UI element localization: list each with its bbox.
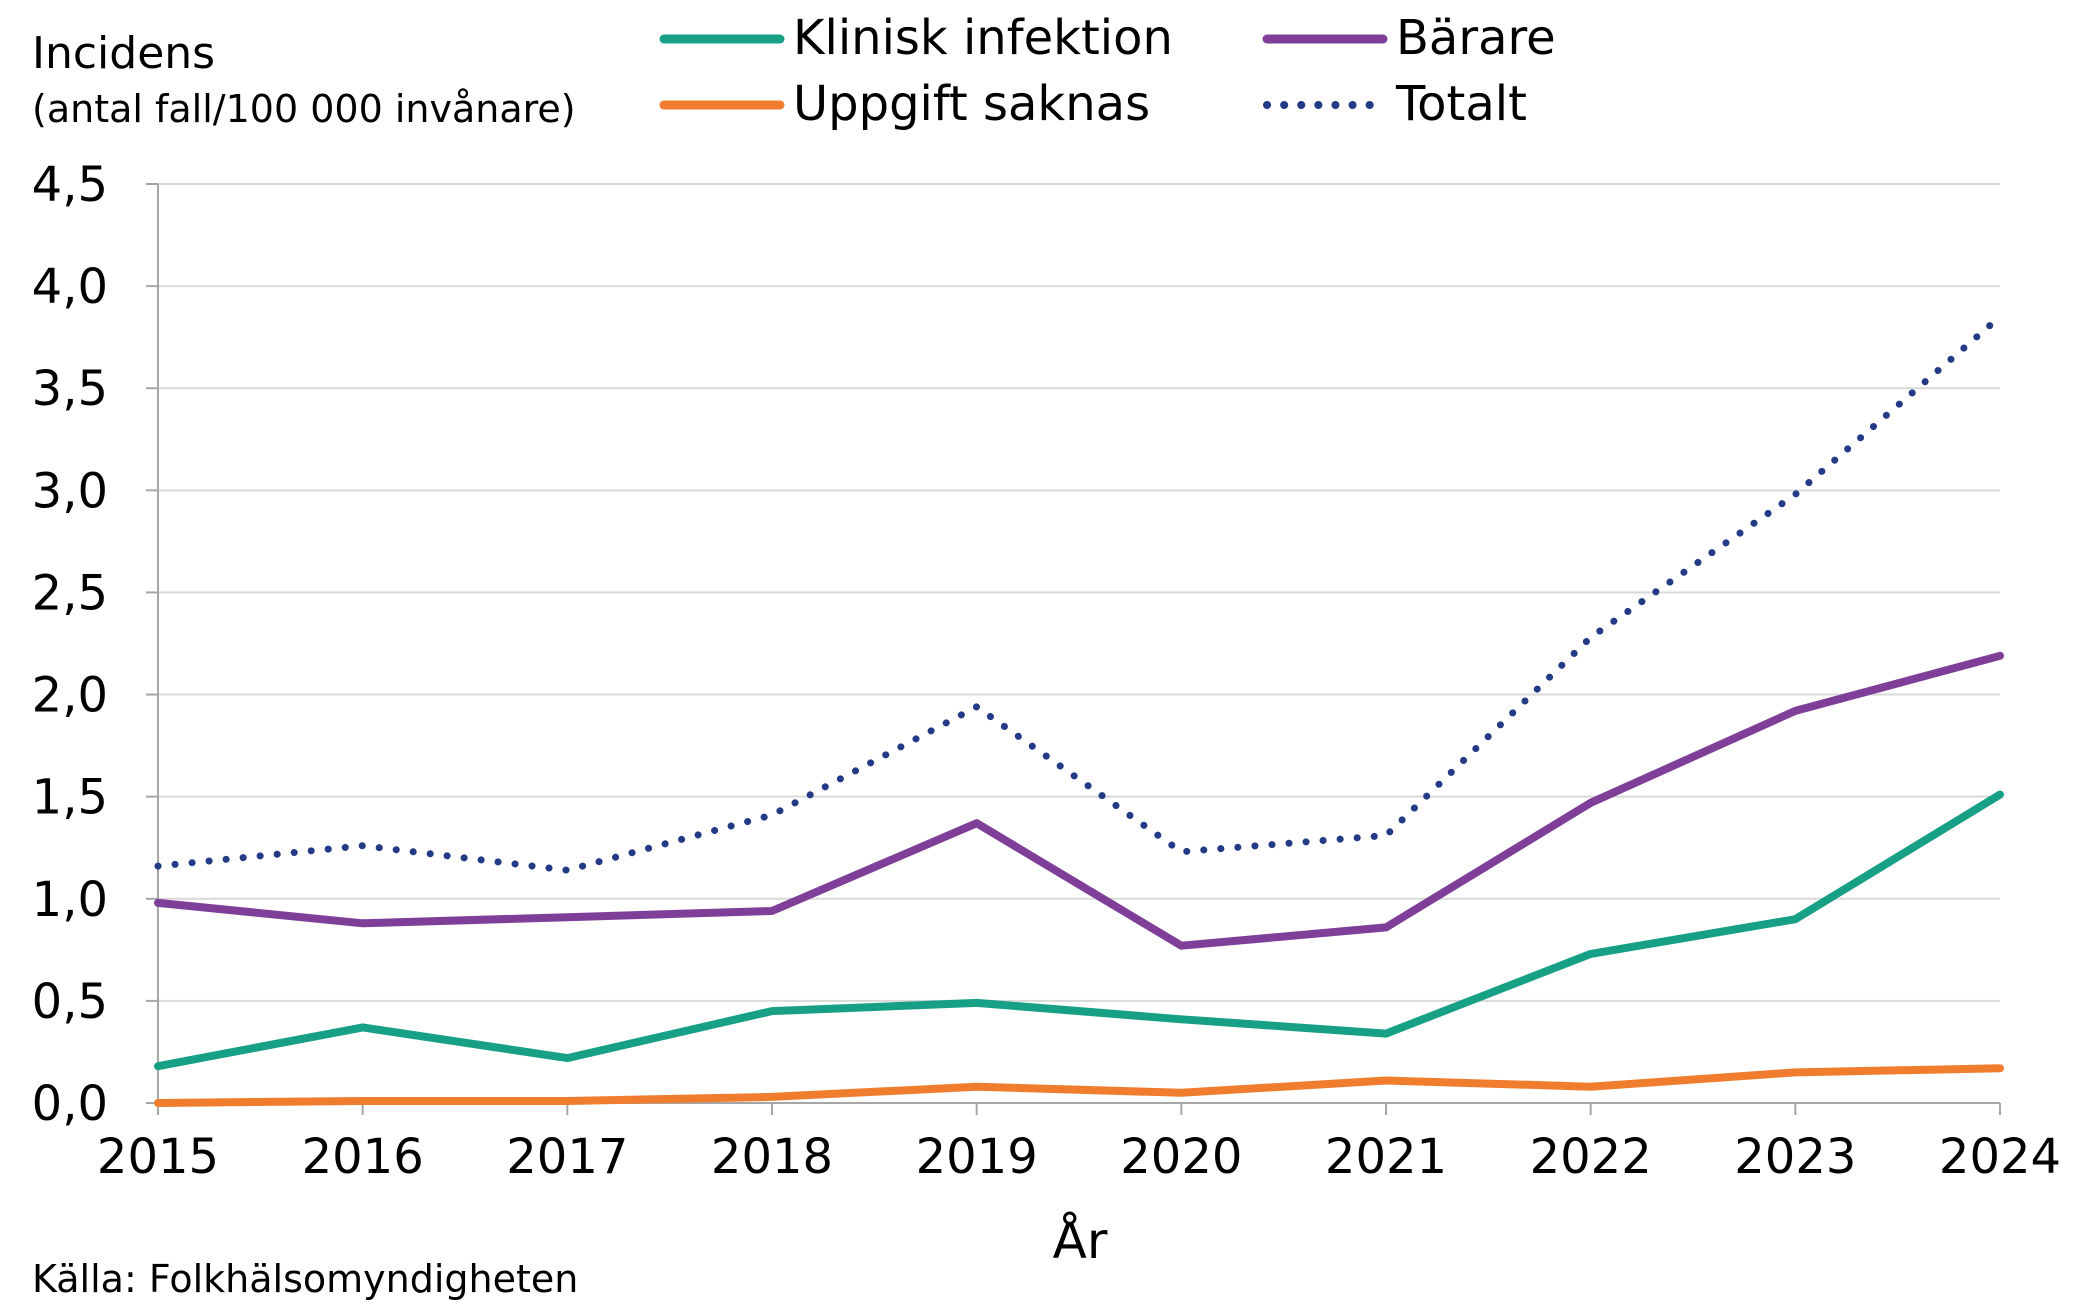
series-lines bbox=[154, 313, 2004, 1107]
legend-item-barare: Bärare bbox=[1262, 10, 1556, 66]
legend-label-uppgift-saknas: Uppgift saknas bbox=[793, 76, 1150, 132]
legend-item-klinisk: Klinisk infektion bbox=[659, 10, 1173, 66]
x-tick-label: 2017 bbox=[506, 1129, 628, 1185]
y-tick-label: 2,0 bbox=[32, 668, 108, 724]
legend-label-totalt: Totalt bbox=[1395, 76, 1527, 132]
series-line-totalt bbox=[154, 313, 2004, 874]
y-tick-label: 0,0 bbox=[32, 1076, 108, 1132]
x-tick-label: 2024 bbox=[1939, 1129, 2061, 1185]
y-tick-label: 4,0 bbox=[32, 259, 108, 315]
series-line-uppgift bbox=[154, 1064, 2004, 1107]
x-tick-labels: 2015 2016 2017 2018 2019 2020 2021 2022 2023 2024 bbox=[97, 1129, 2061, 1185]
x-tick-label: 2022 bbox=[1530, 1129, 1652, 1185]
axes bbox=[157, 184, 2001, 1115]
legend-item-totalt: Totalt bbox=[1263, 76, 1527, 132]
y-tick-label: 4,5 bbox=[32, 157, 108, 213]
x-axis-title: År bbox=[1053, 1212, 1108, 1270]
source-note: Källa: Folkhälsomyndigheten bbox=[32, 1257, 578, 1300]
y-tick-label: 1,0 bbox=[32, 872, 108, 928]
x-tick-label: 2018 bbox=[711, 1129, 833, 1185]
x-tick-label: 2016 bbox=[302, 1129, 424, 1185]
legend: Klinisk infektion Bärare Uppgift saknas … bbox=[659, 10, 1556, 132]
series-line-klinisk bbox=[154, 790, 2004, 1071]
legend-label-klinisk-infektion: Klinisk infektion bbox=[793, 10, 1173, 66]
y-tick-labels: 0,0 0,5 1,0 1,5 2,0 2,5 3,0 3,5 4,0 4,5 bbox=[32, 157, 108, 1132]
y-tick-label: 3,0 bbox=[32, 463, 108, 519]
y-tick-label: 2,5 bbox=[32, 565, 108, 621]
series-line-barare bbox=[154, 651, 2004, 950]
gridlines bbox=[146, 183, 2000, 1104]
legend-item-uppgift: Uppgift saknas bbox=[659, 76, 1150, 132]
y-tick-label: 1,5 bbox=[32, 770, 108, 826]
x-tick-label: 2021 bbox=[1325, 1129, 1447, 1185]
x-tick-label: 2015 bbox=[97, 1129, 219, 1185]
y-tick-label: 0,5 bbox=[32, 974, 108, 1030]
x-tick-label: 2019 bbox=[916, 1129, 1038, 1185]
y-axis-subtitle: (antal fall/100 000 invånare) bbox=[32, 87, 576, 131]
x-tick-label: 2023 bbox=[1734, 1129, 1856, 1185]
y-tick-label: 3,5 bbox=[32, 361, 108, 417]
x-tick-label: 2020 bbox=[1120, 1129, 1242, 1185]
y-axis-title: Incidens bbox=[32, 28, 215, 79]
legend-label-barare: Bärare bbox=[1396, 10, 1556, 66]
